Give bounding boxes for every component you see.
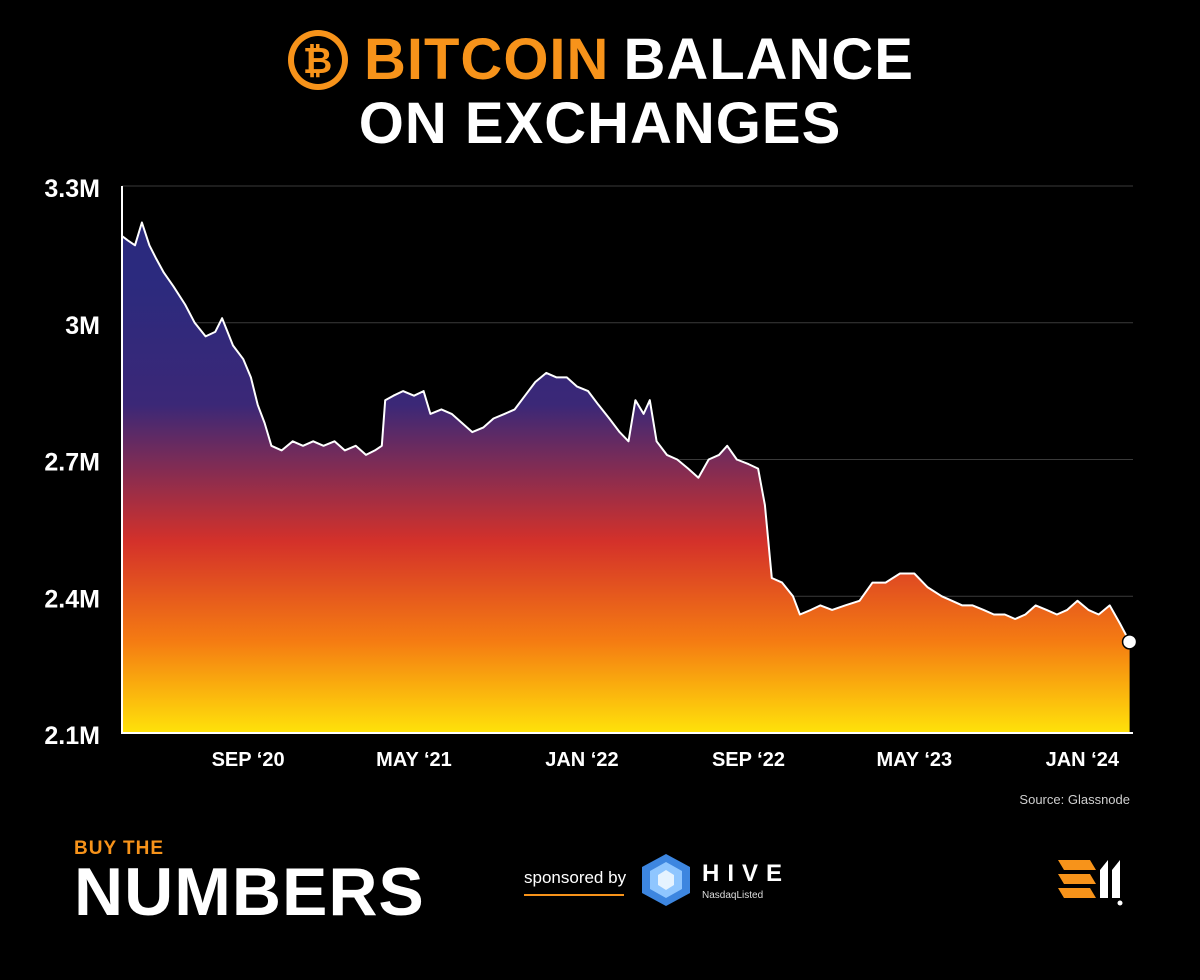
x-tick-label: MAY ‘21 [376,749,452,771]
title-balance: BALANCE [623,27,914,92]
brand-small-text: BUY THE [74,838,165,859]
y-tick-label: 2.1M [44,722,100,750]
latest-point-marker [1121,634,1138,650]
x-tick-label: MAY ‘23 [877,749,953,771]
sponsor-underline [524,894,624,896]
y-tick-label: 3M [65,312,100,340]
hive-hexagon-icon [642,854,690,906]
y-tick-label: 3.3M [44,175,100,203]
title-on-exchanges: ON EXCHANGES [358,91,842,156]
brand-big-text: NUMBERS [74,854,425,930]
sponsor-label-block: sponsored by [524,868,626,896]
balance-chart: 3.3M 3M 2.7M 2.4M 2.1M SEP ‘20 MAY ‘21 JAN ‘22 S… [44,175,1138,771]
x-tick-label: SEP ‘22 [712,749,785,771]
svg-text:₿: ₿ [303,40,333,81]
brand-logo: BUY THE NUMBERS [74,838,425,930]
hive-name: HIVE [702,859,791,887]
hive-sub: NasdaqListed [702,889,764,901]
y-tick-label: 2.4M [44,585,100,613]
series-area [122,222,1130,733]
sponsor-label: sponsored by [524,868,627,887]
x-tick-label: SEP ‘20 [212,749,285,771]
y-tick-label: 2.7M [44,449,100,477]
bm-logo-icon [1058,860,1123,906]
x-tick-label: JAN ‘24 [1046,749,1120,771]
hive-logo: HIVE NasdaqListed [640,852,790,908]
title-bitcoin: BITCOIN [364,27,610,92]
source-note: Source: Glassnode [1019,792,1130,807]
x-tick-label: JAN ‘22 [545,749,618,771]
bitcoin-icon: ₿ [288,30,348,90]
series-line [121,221,1131,643]
chart-title: ₿ BITCOIN BALANCE ON EXCHANGES [0,28,1200,156]
